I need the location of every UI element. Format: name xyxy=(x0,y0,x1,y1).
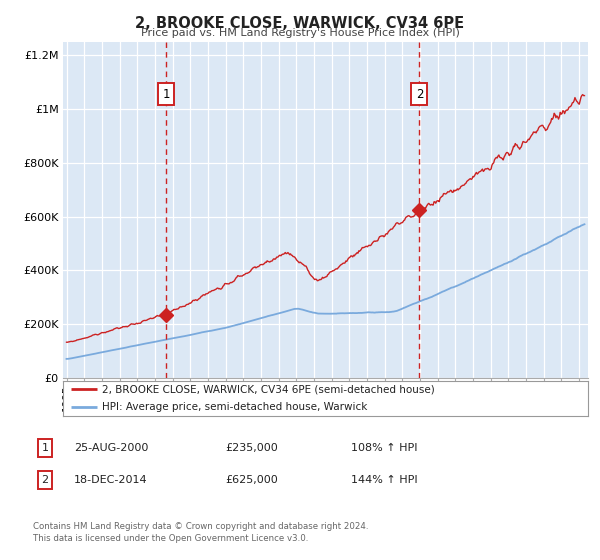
Text: 2: 2 xyxy=(41,475,49,485)
Text: 1: 1 xyxy=(41,443,49,453)
Text: 2, BROOKE CLOSE, WARWICK, CV34 6PE: 2, BROOKE CLOSE, WARWICK, CV34 6PE xyxy=(136,16,464,31)
Text: 2, BROOKE CLOSE, WARWICK, CV34 6PE (semi-detached house): 2, BROOKE CLOSE, WARWICK, CV34 6PE (semi… xyxy=(103,385,435,394)
Text: 1: 1 xyxy=(163,87,170,101)
Text: 144% ↑ HPI: 144% ↑ HPI xyxy=(350,475,418,485)
Text: £625,000: £625,000 xyxy=(226,475,278,485)
Text: £235,000: £235,000 xyxy=(226,443,278,453)
Text: 18-DEC-2014: 18-DEC-2014 xyxy=(74,475,148,485)
Text: 25-AUG-2000: 25-AUG-2000 xyxy=(74,443,148,453)
Text: HPI: Average price, semi-detached house, Warwick: HPI: Average price, semi-detached house,… xyxy=(103,402,368,412)
Text: Price paid vs. HM Land Registry's House Price Index (HPI): Price paid vs. HM Land Registry's House … xyxy=(140,28,460,38)
Text: Contains HM Land Registry data © Crown copyright and database right 2024.
This d: Contains HM Land Registry data © Crown c… xyxy=(33,522,368,543)
Text: 2: 2 xyxy=(416,87,423,101)
Text: 108% ↑ HPI: 108% ↑ HPI xyxy=(351,443,417,453)
